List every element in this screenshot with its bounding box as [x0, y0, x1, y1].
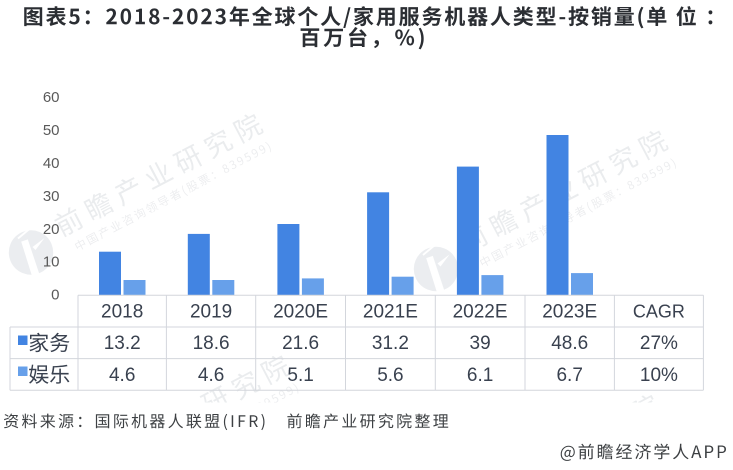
svg-text:27%: 27% — [640, 333, 678, 354]
svg-text:2020E: 2020E — [273, 301, 328, 322]
svg-text:5.1: 5.1 — [287, 365, 313, 386]
svg-text:5.6: 5.6 — [377, 365, 403, 386]
svg-text:18.6: 18.6 — [193, 333, 230, 354]
svg-text:40: 40 — [43, 155, 60, 172]
svg-text:4.6: 4.6 — [198, 365, 224, 386]
svg-text:2018: 2018 — [101, 301, 143, 322]
svg-text:6.1: 6.1 — [467, 365, 493, 386]
svg-text:20: 20 — [43, 221, 60, 238]
svg-text:60: 60 — [43, 89, 60, 106]
svg-text:21.6: 21.6 — [282, 333, 319, 354]
svg-text:10: 10 — [43, 254, 60, 271]
svg-text:31.2: 31.2 — [372, 333, 409, 354]
svg-text:CAGR: CAGR — [633, 301, 685, 321]
svg-text:13.2: 13.2 — [104, 333, 141, 354]
svg-text:48.6: 48.6 — [551, 333, 588, 354]
svg-text:2019: 2019 — [190, 301, 232, 322]
svg-text:2021E: 2021E — [363, 301, 418, 322]
svg-text:6.7: 6.7 — [556, 365, 582, 386]
svg-text:30: 30 — [43, 188, 60, 205]
svg-text:2022E: 2022E — [453, 301, 508, 322]
svg-text:39: 39 — [470, 333, 491, 354]
svg-text:10%: 10% — [640, 365, 678, 386]
svg-text:4.6: 4.6 — [109, 365, 135, 386]
svg-text:50: 50 — [43, 122, 60, 139]
svg-text:0: 0 — [51, 287, 59, 304]
svg-text:2023E: 2023E — [542, 301, 597, 322]
